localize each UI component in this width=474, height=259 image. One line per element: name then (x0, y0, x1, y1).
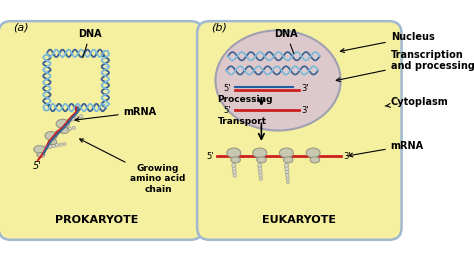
Text: 5': 5' (33, 161, 42, 171)
Ellipse shape (68, 127, 72, 131)
Ellipse shape (231, 157, 240, 163)
Text: Transport: Transport (218, 117, 267, 126)
Ellipse shape (284, 163, 289, 168)
Text: Nucleus: Nucleus (340, 32, 435, 52)
Text: Processing: Processing (217, 96, 273, 104)
Ellipse shape (285, 167, 289, 171)
Text: 5': 5' (206, 152, 214, 161)
Ellipse shape (306, 148, 320, 158)
Ellipse shape (232, 163, 236, 168)
Text: Transcription
and processing: Transcription and processing (336, 49, 474, 82)
Text: PROKARYOTE: PROKARYOTE (55, 215, 139, 225)
Ellipse shape (283, 157, 293, 163)
Text: DNA: DNA (274, 29, 298, 54)
Ellipse shape (37, 153, 45, 157)
Ellipse shape (56, 119, 69, 128)
Text: DNA: DNA (79, 29, 102, 58)
Ellipse shape (253, 148, 267, 158)
Ellipse shape (216, 30, 341, 131)
Ellipse shape (55, 130, 60, 134)
Text: 5': 5' (224, 84, 231, 93)
FancyBboxPatch shape (197, 21, 401, 240)
Ellipse shape (279, 148, 293, 158)
Ellipse shape (60, 129, 64, 133)
Ellipse shape (259, 174, 262, 177)
Ellipse shape (67, 118, 72, 123)
Ellipse shape (75, 116, 79, 119)
Text: Cytoplasm: Cytoplasm (385, 97, 448, 107)
Ellipse shape (232, 167, 236, 171)
Text: (b): (b) (211, 22, 227, 32)
Ellipse shape (258, 167, 262, 171)
Text: (a): (a) (13, 22, 28, 32)
Ellipse shape (285, 174, 289, 177)
Ellipse shape (72, 126, 75, 130)
Text: 3': 3' (343, 152, 351, 161)
Ellipse shape (256, 157, 266, 163)
Ellipse shape (59, 143, 63, 146)
Ellipse shape (286, 177, 289, 181)
Ellipse shape (72, 117, 75, 121)
Ellipse shape (48, 139, 57, 145)
Ellipse shape (80, 114, 83, 118)
Ellipse shape (233, 170, 236, 174)
Text: 5': 5' (224, 106, 231, 115)
Ellipse shape (285, 170, 289, 174)
Ellipse shape (310, 157, 319, 163)
Ellipse shape (45, 132, 57, 140)
Text: mRNA: mRNA (349, 141, 424, 157)
Text: EUKARYOTE: EUKARYOTE (262, 215, 336, 225)
Ellipse shape (233, 174, 237, 177)
Ellipse shape (64, 128, 68, 132)
Ellipse shape (258, 170, 262, 174)
Ellipse shape (286, 181, 289, 184)
Ellipse shape (257, 163, 262, 168)
Ellipse shape (227, 148, 241, 158)
Ellipse shape (259, 177, 263, 181)
Ellipse shape (55, 143, 59, 147)
Ellipse shape (63, 142, 66, 145)
Ellipse shape (60, 128, 69, 133)
Ellipse shape (44, 145, 48, 149)
Text: 3': 3' (301, 106, 309, 115)
Text: 3': 3' (301, 84, 309, 93)
Ellipse shape (48, 145, 52, 148)
Text: Growing
amino acid
chain: Growing amino acid chain (80, 139, 186, 194)
Text: mRNA: mRNA (75, 107, 157, 121)
Ellipse shape (52, 144, 55, 148)
FancyBboxPatch shape (0, 21, 203, 240)
Ellipse shape (34, 146, 45, 153)
